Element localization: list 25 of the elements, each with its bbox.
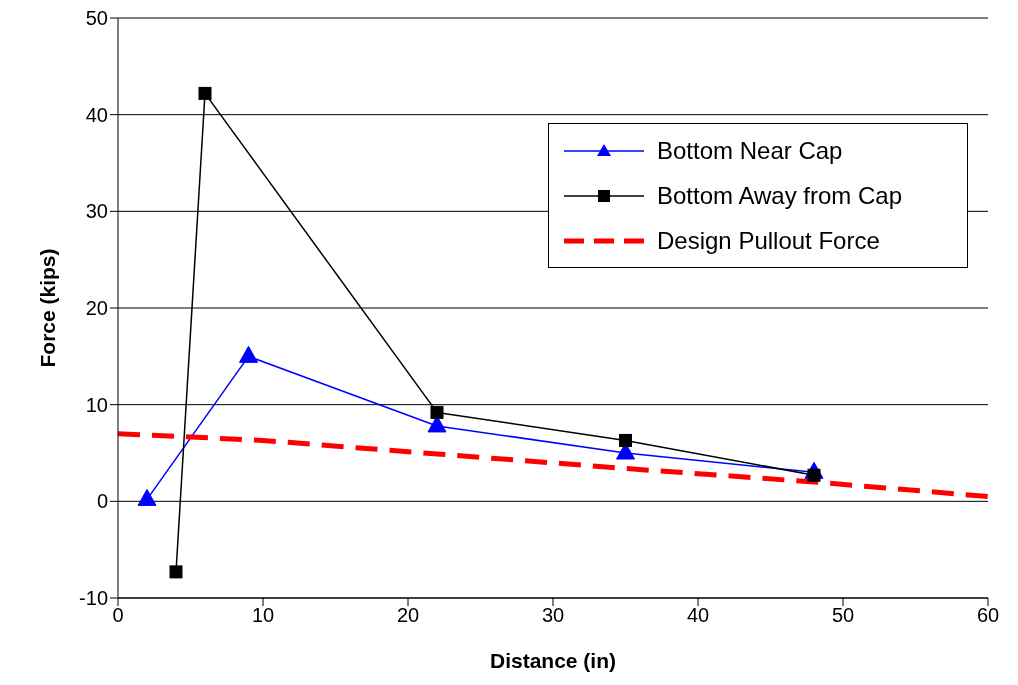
- y-tick-label: 30: [85, 200, 108, 223]
- y-axis-title: Force (kips): [36, 248, 60, 368]
- x-tick-label: 50: [831, 604, 855, 627]
- x-tick-label: 10: [251, 604, 275, 627]
- point: [239, 345, 258, 363]
- legend-label: Bottom Away from Cap: [657, 181, 902, 210]
- x-axis-title: Distance (in): [489, 649, 617, 672]
- point: [137, 488, 157, 506]
- point: [169, 565, 183, 579]
- x-tick-label: 0: [112, 604, 124, 627]
- x-tick-label: 20: [396, 604, 420, 627]
- y-tick-label: 40: [85, 103, 108, 126]
- point: [619, 433, 632, 447]
- legend-label: Bottom Near Cap: [657, 136, 843, 165]
- y-tick-label: 20: [85, 297, 108, 320]
- x-tick-label: 60: [976, 604, 1000, 627]
- x-tick-label: 30: [541, 604, 565, 627]
- legend-label: Design Pullout Force: [657, 226, 880, 255]
- y-tick-label: 10: [85, 393, 108, 416]
- y-tick-label: 50: [85, 7, 108, 30]
- point: [430, 405, 444, 419]
- y-tick-label: -10: [79, 587, 108, 610]
- point: [198, 86, 212, 100]
- x-tick-label: 40: [686, 604, 710, 627]
- y-tick-label: 0: [96, 490, 108, 513]
